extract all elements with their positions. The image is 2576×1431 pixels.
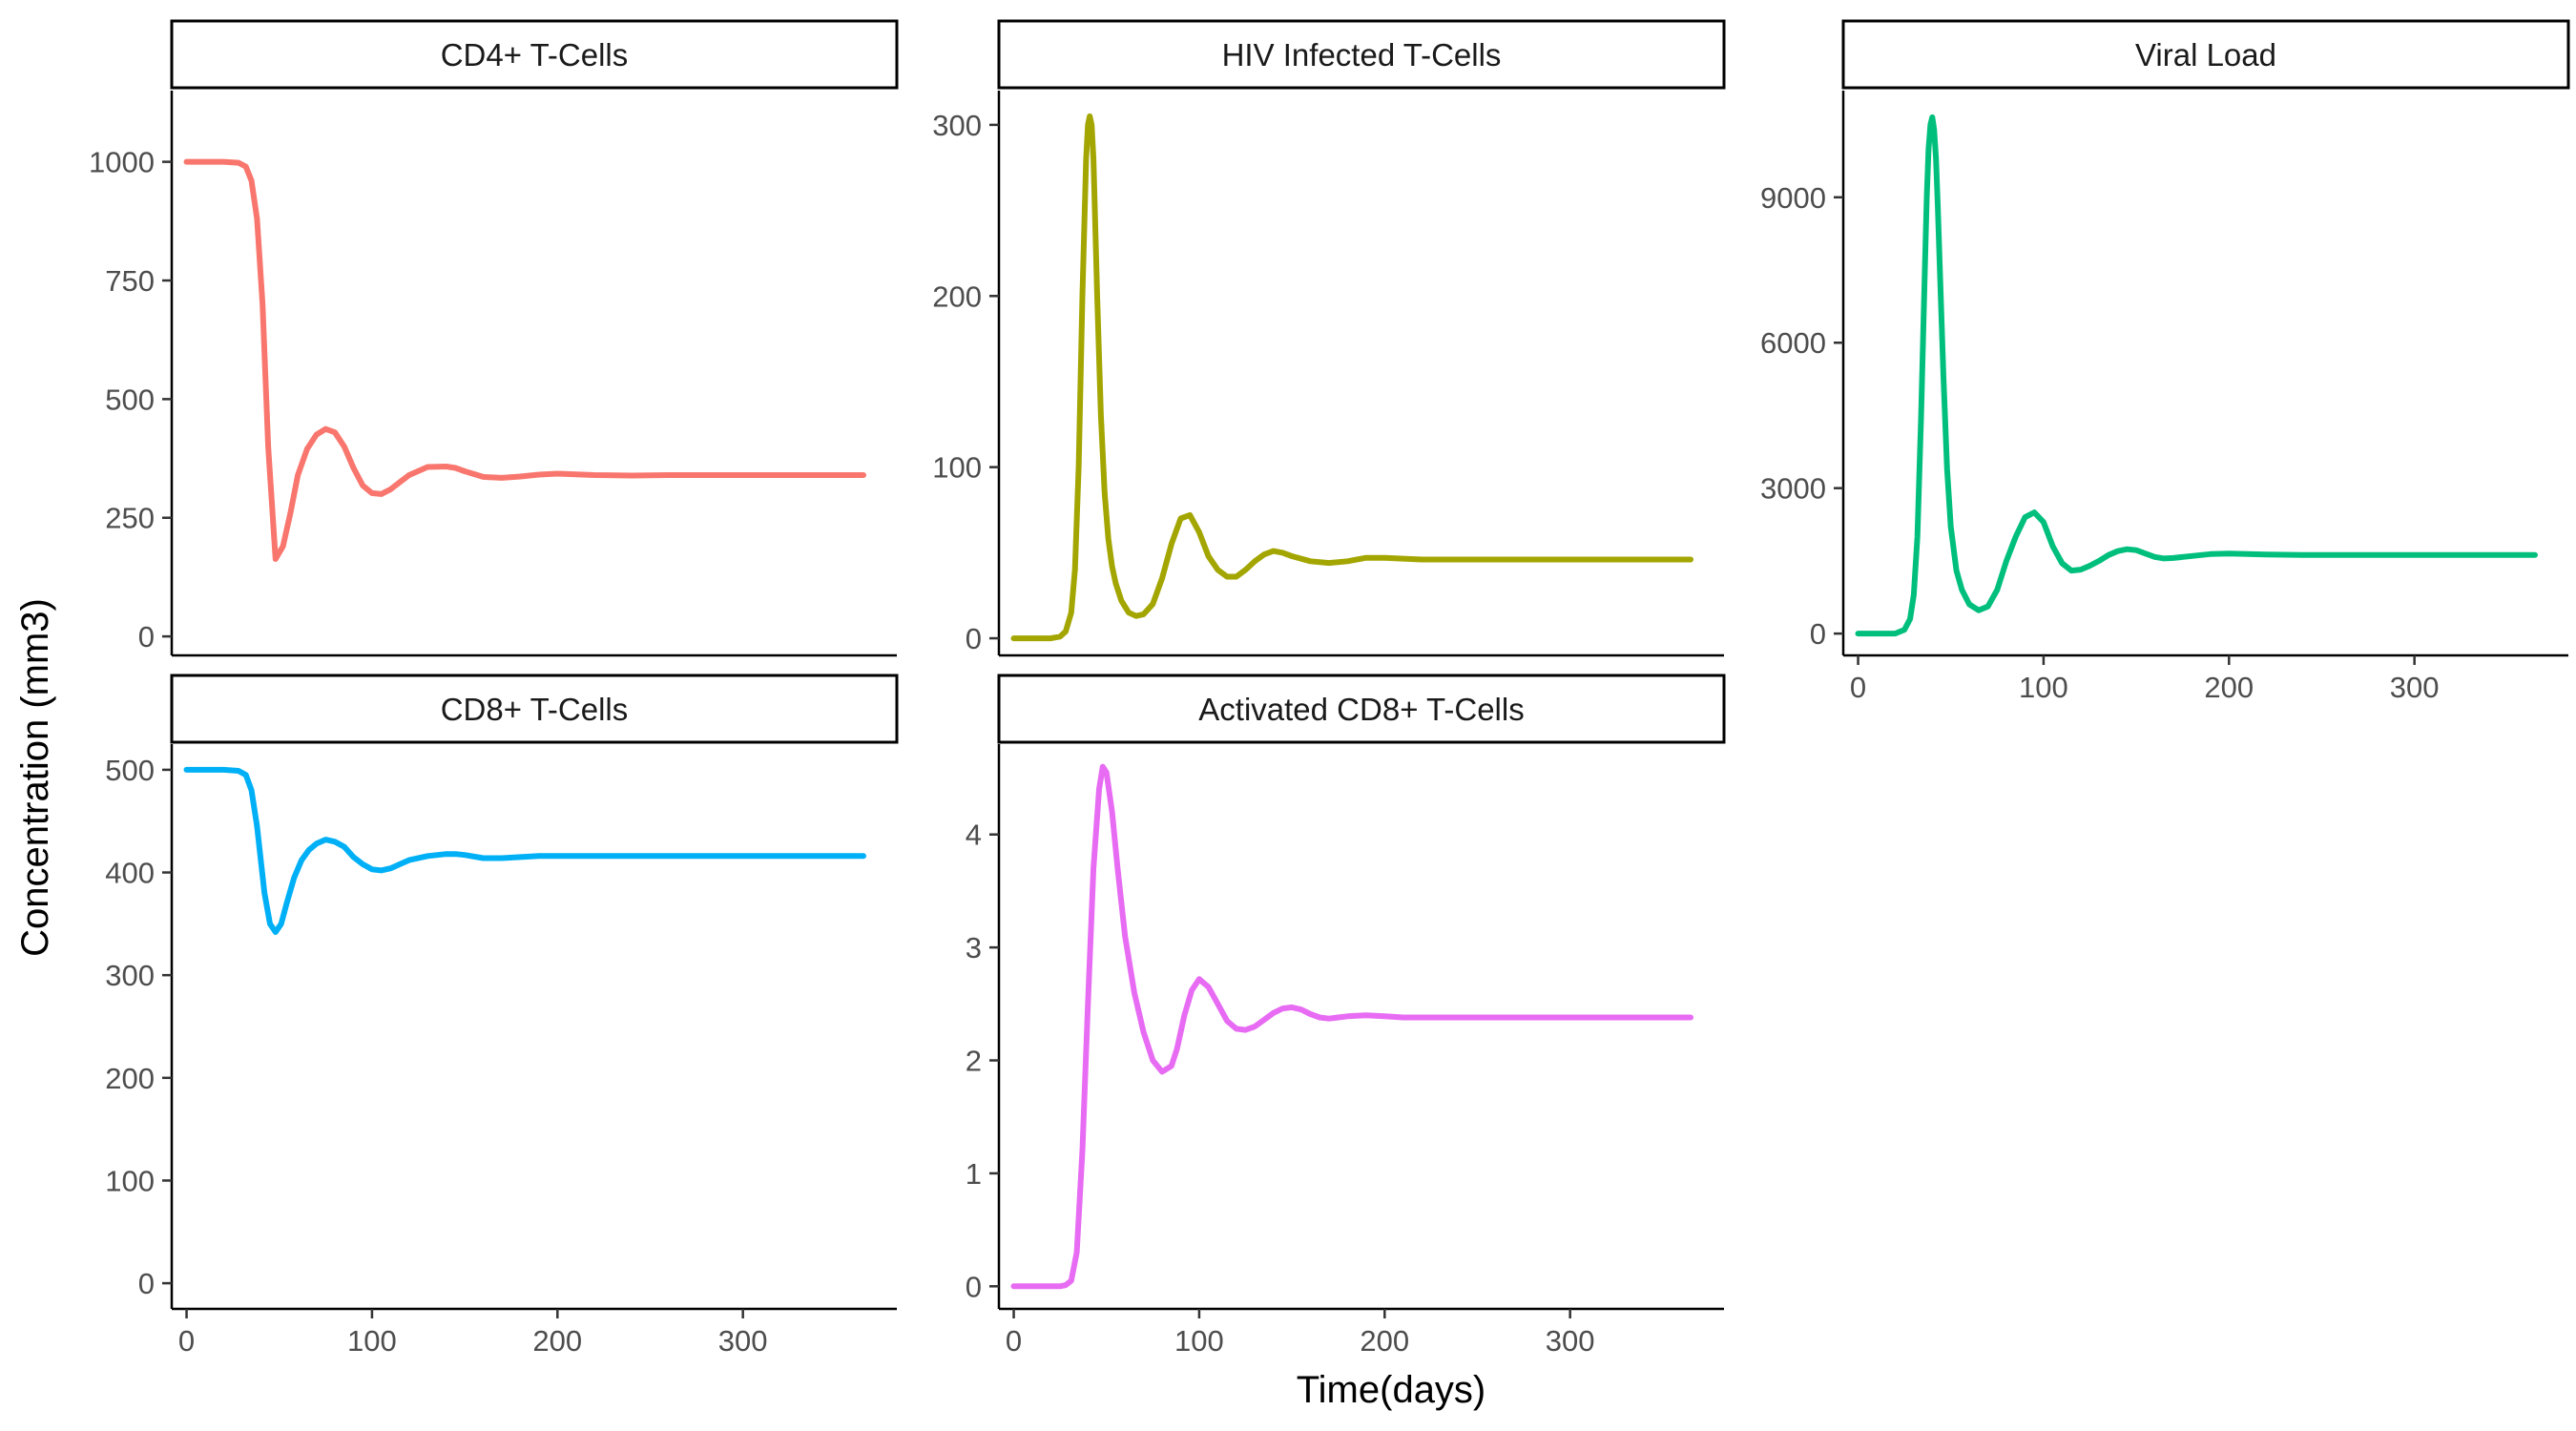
y-tick-label: 300 bbox=[105, 959, 155, 992]
panel-2: HIV Infected T-Cells 0 100 200 300 bbox=[932, 19, 1726, 657]
y-tick-label: 250 bbox=[105, 502, 155, 535]
x-tick-label: 300 bbox=[718, 1324, 768, 1358]
x-tick-label: 200 bbox=[532, 1324, 582, 1358]
series-line bbox=[1010, 763, 1693, 1290]
series-line bbox=[1010, 113, 1693, 642]
y-tick-label: 4 bbox=[966, 819, 982, 852]
y-tick-label: 3 bbox=[966, 931, 982, 964]
series-line bbox=[183, 766, 866, 935]
y-tick-label: 9000 bbox=[1760, 181, 1826, 215]
y-tick-label: 0 bbox=[138, 620, 155, 653]
facet-strip bbox=[997, 19, 1726, 90]
y-tick-label: 0 bbox=[966, 1270, 982, 1303]
x-tick-label: 300 bbox=[2390, 671, 2440, 704]
panel-1: CD4+ T-Cells 0 250 500 750 1000 bbox=[89, 19, 899, 657]
y-tick-label: 3000 bbox=[1760, 472, 1826, 506]
panel-5: Activated CD8+ T-Cells 0 1 2 3 4 0 100 200 300 bbox=[966, 674, 1726, 1358]
panel-3: Viral Load 0 3000 6000 9000 0 100 200 300 bbox=[1760, 19, 2570, 704]
x-tick-label: 200 bbox=[2204, 671, 2254, 704]
y-tick-label: 0 bbox=[138, 1267, 155, 1300]
y-tick-label: 6000 bbox=[1760, 326, 1826, 360]
x-axis-title: Time(days) bbox=[1297, 1369, 1486, 1411]
series-line bbox=[1855, 114, 2538, 637]
x-tick-label: 100 bbox=[1174, 1324, 1224, 1358]
y-tick-label: 1 bbox=[966, 1157, 982, 1191]
y-axis-title: Concentration (mm3) bbox=[14, 598, 56, 957]
y-tick-label: 2 bbox=[966, 1045, 982, 1078]
series-line bbox=[183, 158, 866, 562]
y-tick-label: 0 bbox=[1810, 617, 1826, 651]
facet-title: Activated CD8+ T-Cells bbox=[1198, 692, 1524, 727]
y-tick-label: 300 bbox=[932, 109, 982, 142]
x-tick-label: 0 bbox=[1850, 671, 1866, 704]
x-tick-label: 100 bbox=[347, 1324, 397, 1358]
y-tick-label: 750 bbox=[105, 264, 155, 298]
x-tick-label: 0 bbox=[1006, 1324, 1022, 1358]
facet-strip bbox=[170, 19, 899, 90]
y-tick-label: 0 bbox=[966, 622, 982, 655]
x-tick-label: 0 bbox=[178, 1324, 195, 1358]
y-tick-label: 500 bbox=[105, 383, 155, 416]
y-tick-label: 200 bbox=[105, 1062, 155, 1095]
facet-strip bbox=[997, 674, 1726, 744]
y-tick-label: 200 bbox=[932, 280, 982, 313]
y-tick-label: 400 bbox=[105, 857, 155, 890]
facet-title: Viral Load bbox=[2135, 37, 2276, 73]
facet-strip bbox=[1841, 19, 2570, 90]
facet-title: HIV Infected T-Cells bbox=[1222, 37, 1502, 73]
y-tick-label: 500 bbox=[105, 754, 155, 787]
facet-title: CD4+ T-Cells bbox=[441, 37, 629, 73]
panel-4: CD8+ T-Cells 0 100 200 300 400 500 0 100 200 300 bbox=[105, 674, 899, 1358]
y-tick-label: 100 bbox=[932, 451, 982, 485]
y-tick-label: 1000 bbox=[89, 146, 155, 179]
y-tick-label: 100 bbox=[105, 1164, 155, 1197]
x-tick-label: 200 bbox=[1360, 1324, 1409, 1358]
facet-strip bbox=[170, 674, 899, 744]
x-tick-label: 300 bbox=[1546, 1324, 1595, 1358]
facet-title: CD8+ T-Cells bbox=[441, 692, 629, 727]
x-tick-label: 100 bbox=[2019, 671, 2068, 704]
